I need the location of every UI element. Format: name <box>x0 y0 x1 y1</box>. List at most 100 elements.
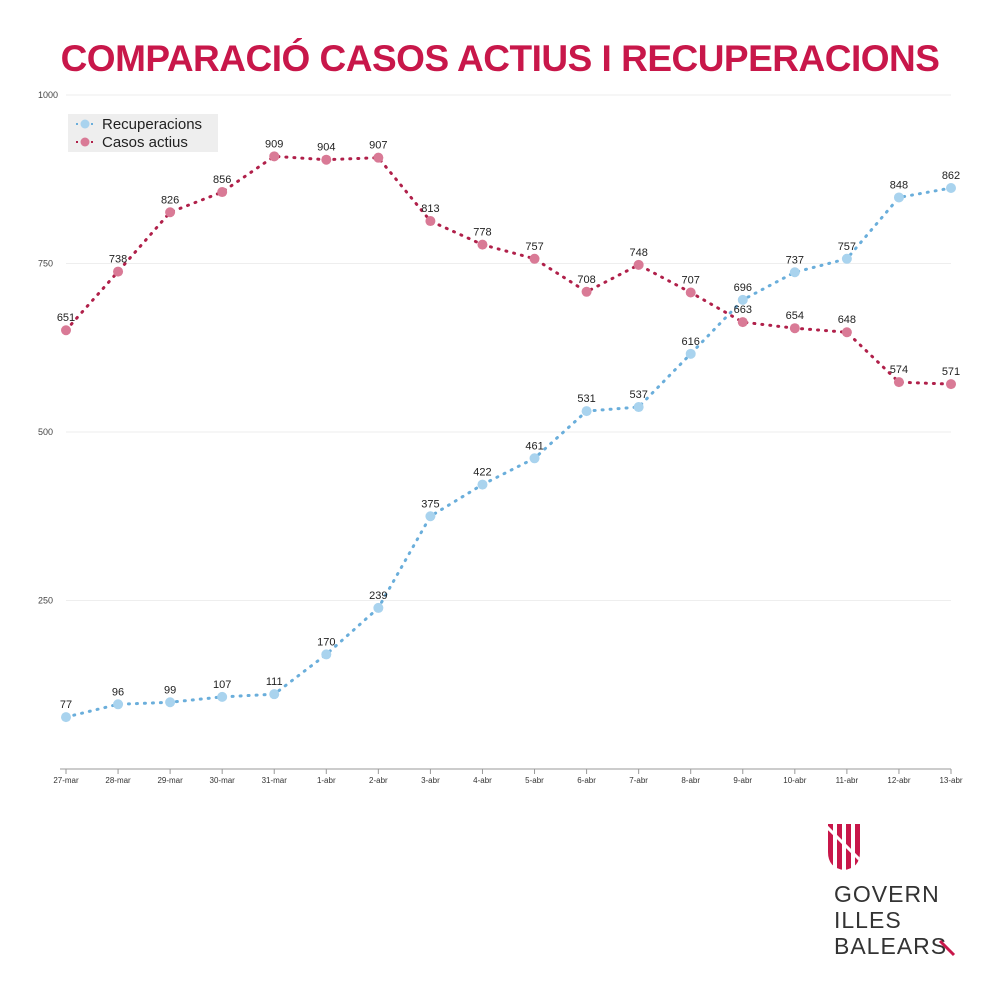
data-point <box>946 183 956 194</box>
data-point <box>633 402 644 413</box>
x-tick-label: 13-abr <box>939 776 962 785</box>
y-tick-label: 750 <box>38 259 53 269</box>
y-tick-label: 250 <box>38 596 53 606</box>
data-point <box>529 253 540 264</box>
x-tick-label: 8-abr <box>681 776 700 785</box>
x-tick-label: 31-mar <box>262 776 288 785</box>
data-label: 708 <box>577 274 595 286</box>
data-point <box>581 286 592 297</box>
data-point <box>217 187 228 198</box>
data-label: 757 <box>525 241 543 253</box>
y-tick-label: 500 <box>38 427 53 437</box>
x-tick-label: 9-abr <box>733 776 752 785</box>
x-tick-label: 29-mar <box>157 776 183 785</box>
data-point <box>269 689 280 700</box>
data-label: 738 <box>109 254 127 266</box>
logo-line-2: ILLES <box>834 907 902 933</box>
data-label: 909 <box>265 138 283 150</box>
data-point <box>425 511 436 522</box>
data-point <box>165 207 176 218</box>
data-point <box>61 712 71 723</box>
x-tick-label: 7-abr <box>629 776 648 785</box>
data-label: 170 <box>317 636 335 648</box>
x-tick-label: 28-mar <box>105 776 131 785</box>
data-label: 574 <box>890 364 908 376</box>
logo-line-1: GOVERN <box>834 881 940 907</box>
data-point <box>789 267 800 278</box>
data-point <box>529 453 540 464</box>
data-label: 531 <box>577 393 595 405</box>
data-label: 748 <box>629 247 647 259</box>
data-label: 778 <box>473 227 491 239</box>
y-tick-label: 1000 <box>38 90 58 100</box>
data-label: 826 <box>161 194 179 206</box>
data-point <box>425 216 436 227</box>
chart-title: COMPARACIÓ CASOS ACTIUS I RECUPERACIONS <box>60 38 940 79</box>
x-tick-label: 3-abr <box>421 776 440 785</box>
data-point <box>581 406 592 417</box>
data-point <box>217 691 228 702</box>
data-label: 757 <box>838 241 856 253</box>
data-label: 707 <box>682 274 700 286</box>
data-point <box>477 239 488 250</box>
legend-marker <box>80 119 90 129</box>
data-point <box>113 266 124 277</box>
data-label: 856 <box>213 174 231 186</box>
data-label: 77 <box>60 699 72 711</box>
line-chart: 250 500 750 1000 27-mar 28-mar 29-mar 30-mar 31-… <box>38 90 963 785</box>
data-label: 904 <box>317 142 335 154</box>
x-tick-label: 2-abr <box>369 776 388 785</box>
data-label: 616 <box>682 336 700 348</box>
data-point <box>893 192 904 203</box>
x-tick-label: 12-abr <box>887 776 910 785</box>
data-point <box>321 649 332 660</box>
data-point <box>685 287 696 298</box>
data-label: 848 <box>890 179 908 191</box>
data-label: 813 <box>421 203 439 215</box>
data-point <box>61 325 71 336</box>
data-point <box>633 259 644 270</box>
data-point <box>737 317 748 328</box>
data-point <box>477 479 488 490</box>
data-label: 907 <box>369 140 387 152</box>
logo-line-3: BALEARS <box>834 933 948 959</box>
data-label: 862 <box>942 170 960 182</box>
x-tick-label: 10-abr <box>783 776 806 785</box>
x-tick-label: 4-abr <box>473 776 492 785</box>
data-label: 375 <box>421 498 439 510</box>
data-point <box>165 697 176 708</box>
data-label: 96 <box>112 686 124 698</box>
x-tick-label: 6-abr <box>577 776 596 785</box>
data-label: 422 <box>473 467 491 479</box>
data-point <box>373 152 384 163</box>
data-point <box>113 699 124 710</box>
data-label: 99 <box>164 684 176 696</box>
data-label: 107 <box>213 679 231 691</box>
legend-label: Recuperacions <box>102 116 202 133</box>
data-label: 648 <box>838 314 856 326</box>
legend-box <box>68 114 218 152</box>
shield-icon <box>828 824 860 870</box>
data-label: 651 <box>57 312 75 324</box>
series-line-1 <box>64 154 953 386</box>
data-point <box>841 327 852 338</box>
data-point <box>841 253 852 264</box>
data-point <box>269 151 280 162</box>
data-label: 737 <box>786 254 804 266</box>
x-tick-label: 1-abr <box>317 776 336 785</box>
x-tick-label: 5-abr <box>525 776 544 785</box>
data-label: 461 <box>525 440 543 452</box>
data-point <box>685 348 696 359</box>
data-label: 654 <box>786 310 804 322</box>
data-point <box>737 294 748 305</box>
data-point <box>789 323 800 334</box>
data-point <box>946 379 956 390</box>
legend-marker <box>80 137 90 147</box>
data-label: 663 <box>734 304 752 316</box>
data-label: 571 <box>942 366 960 378</box>
data-point <box>373 602 384 613</box>
data-label: 696 <box>734 282 752 294</box>
series-line-0 <box>64 186 953 719</box>
x-tick-label: 11-abr <box>836 776 859 785</box>
data-point <box>321 154 332 165</box>
